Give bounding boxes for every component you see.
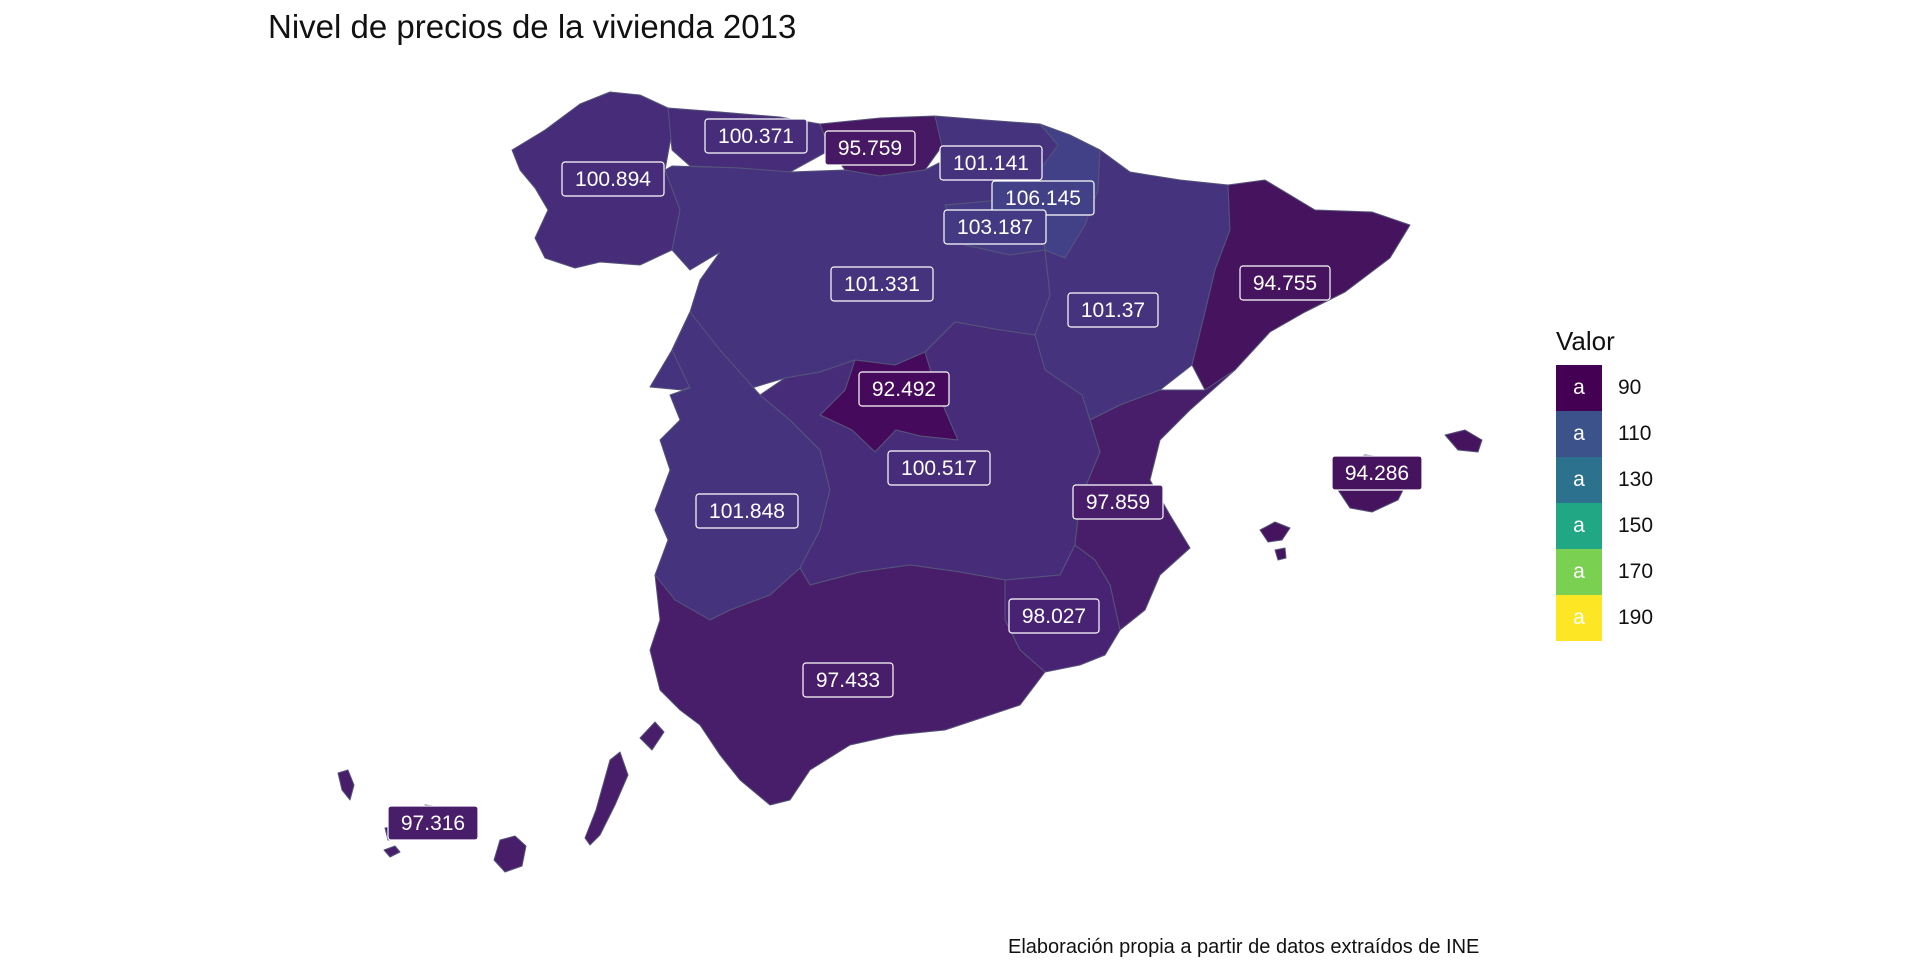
- label-castilla-leon: 101.331: [830, 266, 934, 302]
- label-extremadura: 101.848: [695, 493, 799, 529]
- label-text: 100.894: [575, 168, 651, 191]
- legend-label: 170: [1618, 560, 1654, 583]
- label-text: 100.371: [718, 125, 794, 148]
- label-text: 103.187: [957, 216, 1033, 239]
- label-madrid: 92.492: [858, 371, 950, 407]
- region-ibiza[interactable]: [1259, 521, 1291, 543]
- region-la-palma[interactable]: [337, 769, 355, 801]
- legend-swatch: a: [1556, 365, 1602, 411]
- legend-item: a 90: [1556, 365, 1653, 411]
- legend-item: a 130: [1556, 457, 1653, 503]
- label-text: 98.027: [1022, 605, 1086, 628]
- label-cataluna: 94.755: [1239, 265, 1331, 301]
- legend-item: a 190: [1556, 595, 1653, 641]
- label-text: 97.316: [401, 812, 465, 835]
- label-aragon: 101.37: [1067, 292, 1159, 328]
- label-text: 97.859: [1086, 491, 1150, 514]
- legend-swatch: a: [1556, 411, 1602, 457]
- region-gran-canaria[interactable]: [493, 835, 527, 873]
- legend-label: 90: [1618, 376, 1642, 399]
- label-pais-vasco: 101.141: [939, 145, 1043, 181]
- label-text: 95.759: [838, 137, 902, 160]
- caption: Elaboración propia a partir de datos ext…: [1008, 936, 1480, 958]
- region-menorca[interactable]: [1444, 429, 1483, 453]
- legend-label: 150: [1618, 514, 1654, 537]
- legend-label: 130: [1618, 468, 1654, 491]
- region-lanzarote[interactable]: [639, 721, 665, 751]
- label-valenciana: 97.859: [1072, 484, 1164, 520]
- label-castilla-la-mancha: 100.517: [887, 450, 991, 486]
- label-text: 97.433: [816, 669, 880, 692]
- legend-swatch: a: [1556, 595, 1602, 641]
- region-el-hierro[interactable]: [383, 845, 401, 858]
- legend: Valor a 90 a 110 a 130 a 150 a 170 a 190: [1556, 326, 1653, 641]
- legend-item: a 170: [1556, 549, 1653, 595]
- label-text: 101.331: [844, 273, 920, 296]
- region-fuerteventura[interactable]: [584, 751, 629, 846]
- legend-item: a 150: [1556, 503, 1653, 549]
- label-text: 101.848: [709, 500, 785, 523]
- map-title: Nivel de precios de la vivienda 2013: [268, 8, 797, 45]
- label-text: 94.755: [1253, 272, 1317, 295]
- legend-swatch: a: [1556, 503, 1602, 549]
- legend-title: Valor: [1556, 326, 1615, 356]
- label-galicia: 100.894: [561, 161, 665, 197]
- label-text: 101.37: [1081, 299, 1145, 322]
- label-text: 92.492: [872, 378, 936, 401]
- label-canarias: 97.316: [387, 805, 479, 841]
- legend-item: a 110: [1556, 411, 1653, 457]
- legend-swatch: a: [1556, 457, 1602, 503]
- label-baleares: 94.286: [1331, 455, 1423, 491]
- label-text: 100.517: [901, 457, 977, 480]
- region-formentera[interactable]: [1274, 547, 1287, 561]
- label-text: 106.145: [1005, 187, 1081, 210]
- label-murcia: 98.027: [1008, 598, 1100, 634]
- label-text: 101.141: [953, 152, 1029, 175]
- label-andalucia: 97.433: [802, 662, 894, 698]
- label-cantabria: 95.759: [824, 130, 916, 166]
- label-asturias: 100.371: [704, 118, 808, 154]
- legend-label: 110: [1618, 422, 1652, 445]
- label-text: 94.286: [1345, 462, 1409, 485]
- legend-label: 190: [1618, 606, 1654, 629]
- label-navarra: 106.145: [991, 180, 1095, 216]
- legend-swatch: a: [1556, 549, 1602, 595]
- label-la-rioja: 103.187: [943, 209, 1047, 245]
